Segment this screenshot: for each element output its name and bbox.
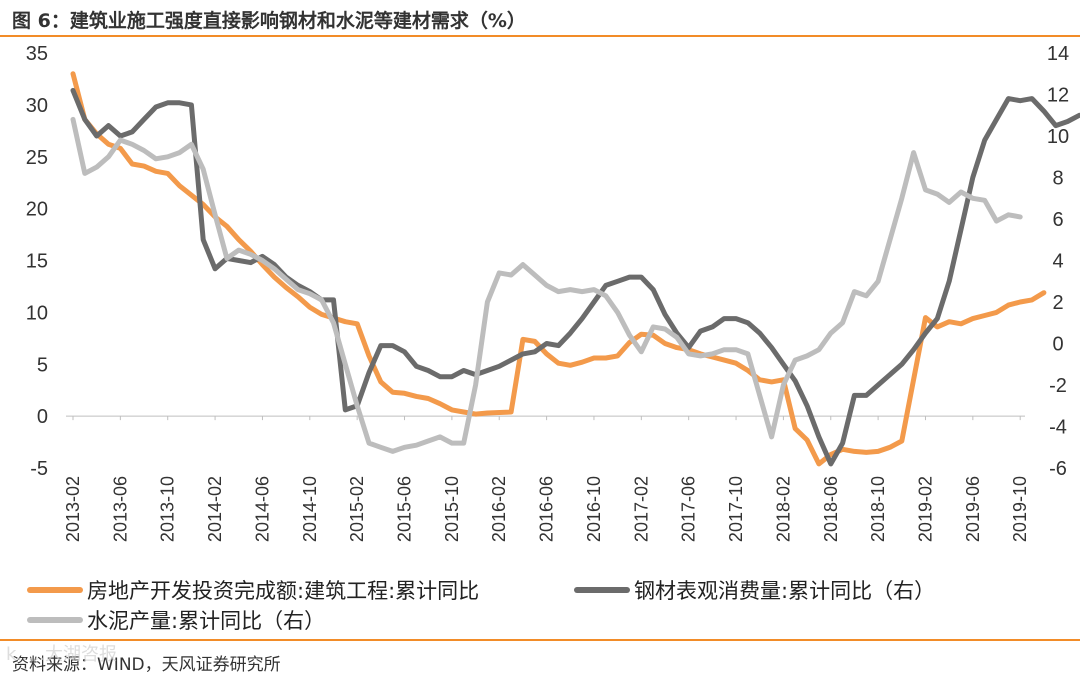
x-axis-tick-label: 2014-10 <box>300 476 320 542</box>
x-axis-tick-label: 2014-06 <box>252 476 272 542</box>
source-note: 资料来源：WIND，天风证券研究所 <box>12 655 281 675</box>
legend-label-3: 水泥产量:累计同比（右） <box>87 609 325 633</box>
x-axis-tick-label: 2016-02 <box>489 476 509 542</box>
bottom-rule <box>0 639 1080 641</box>
x-axis-tick-label: 2019-10 <box>1010 476 1030 542</box>
x-axis-tick-label: 2018-06 <box>821 476 841 542</box>
left-axis-tick: 20 <box>26 199 48 221</box>
x-axis-tick-label: 2018-10 <box>868 476 888 542</box>
x-axis-tick-label: 2015-02 <box>347 476 367 542</box>
right-axis-tick: 4 <box>1052 251 1063 273</box>
x-axis-tick-label: 2019-02 <box>915 476 935 542</box>
x-axis-tick-label: 2017-02 <box>631 476 651 542</box>
series-line-3 <box>70 116 1023 454</box>
legend-label-2: 钢材表观消费量:累计同比（右） <box>634 579 935 603</box>
right-axis-tick: 0 <box>1052 334 1063 356</box>
right-axis-tick: -4 <box>1049 417 1067 439</box>
left-axis-tick: 10 <box>26 302 48 324</box>
left-axis-tick: 25 <box>26 147 48 169</box>
x-axis-tick-label: 2013-06 <box>110 476 130 542</box>
series-line-2 <box>70 87 1080 467</box>
left-axis-tick: 5 <box>37 354 48 376</box>
x-axis-tick-label: 2018-02 <box>773 476 793 542</box>
left-axis-tick: -5 <box>30 458 48 480</box>
right-axis-tick: 8 <box>1052 168 1063 190</box>
right-axis-tick: -6 <box>1049 458 1067 480</box>
x-axis-tick-label: 2015-10 <box>442 476 462 542</box>
left-axis-tick: 35 <box>26 43 48 65</box>
x-axis-tick-label: 2019-06 <box>963 476 983 542</box>
x-axis-tick-label: 2013-10 <box>158 476 178 542</box>
x-axis-tick-label: 2016-10 <box>584 476 604 542</box>
right-axis-tick: 10 <box>1047 126 1069 148</box>
chart-title: 图 6：建筑业施工强度直接影响钢材和水泥等建材需求（%） <box>12 10 526 32</box>
legend-label-1: 房地产开发投资完成额:建筑工程:累计同比 <box>87 579 479 603</box>
right-axis-tick: 14 <box>1047 43 1069 65</box>
x-axis-tick-label: 2016-06 <box>537 476 557 542</box>
watermark: k.....大湖咨报 <box>6 644 118 665</box>
x-axis-tick-label: 2013-02 <box>63 476 83 542</box>
x-axis-tick-label: 2017-06 <box>679 476 699 542</box>
x-axis-tick-label: 2015-06 <box>395 476 415 542</box>
left-axis-tick: 30 <box>26 95 48 117</box>
chart-area: 35302520151050-514121086420-2-4-62013-02… <box>26 43 1080 633</box>
right-axis-tick: -2 <box>1049 375 1067 397</box>
right-axis-tick: 12 <box>1047 85 1069 107</box>
right-axis-tick: 2 <box>1052 292 1063 314</box>
left-axis-tick: 15 <box>26 251 48 273</box>
series-line-1 <box>70 71 1047 467</box>
top-rule <box>0 35 1080 37</box>
x-axis-tick-label: 2014-02 <box>205 476 225 542</box>
x-axis-tick-label: 2017-10 <box>726 476 746 542</box>
left-axis-tick: 0 <box>37 406 48 428</box>
right-axis-tick: 6 <box>1052 209 1063 231</box>
